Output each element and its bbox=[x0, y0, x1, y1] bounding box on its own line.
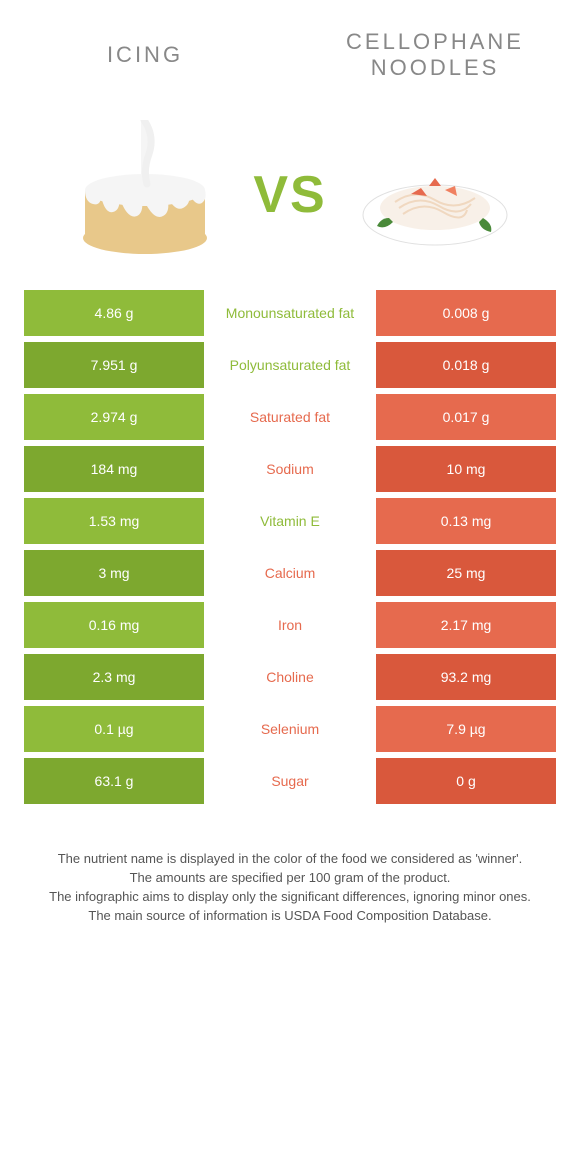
value-left: 2.3 mg bbox=[24, 654, 204, 700]
nutrient-label: Monounsaturated fat bbox=[204, 290, 376, 336]
nutrient-label: Vitamin E bbox=[204, 498, 376, 544]
image-left bbox=[45, 115, 245, 275]
images-row: VS bbox=[0, 110, 580, 280]
table-row: 184 mgSodium10 mg bbox=[24, 446, 556, 492]
value-right: 0.008 g bbox=[376, 290, 556, 336]
noodles-icon bbox=[355, 130, 515, 260]
nutrient-label: Calcium bbox=[204, 550, 376, 596]
value-right: 0 g bbox=[376, 758, 556, 804]
value-right: 7.9 µg bbox=[376, 706, 556, 752]
table-row: 1.53 mgVitamin E0.13 mg bbox=[24, 498, 556, 544]
value-left: 1.53 mg bbox=[24, 498, 204, 544]
footer-notes: The nutrient name is displayed in the co… bbox=[0, 810, 580, 925]
table-row: 4.86 gMonounsaturated fat0.008 g bbox=[24, 290, 556, 336]
table-row: 7.951 gPolyunsaturated fat0.018 g bbox=[24, 342, 556, 388]
table-row: 3 mgCalcium25 mg bbox=[24, 550, 556, 596]
footer-line: The amounts are specified per 100 gram o… bbox=[36, 869, 544, 888]
value-right: 2.17 mg bbox=[376, 602, 556, 648]
table-row: 0.16 mgIron2.17 mg bbox=[24, 602, 556, 648]
value-left: 184 mg bbox=[24, 446, 204, 492]
table-row: 63.1 gSugar0 g bbox=[24, 758, 556, 804]
value-left: 0.16 mg bbox=[24, 602, 204, 648]
comparison-table: 4.86 gMonounsaturated fat0.008 g 7.951 gP… bbox=[0, 280, 580, 804]
title-right: Cellophane Noodles bbox=[305, 29, 566, 81]
nutrient-label: Iron bbox=[204, 602, 376, 648]
table-row: 2.3 mgCholine93.2 mg bbox=[24, 654, 556, 700]
footer-line: The nutrient name is displayed in the co… bbox=[36, 850, 544, 869]
nutrient-label: Selenium bbox=[204, 706, 376, 752]
table-row: 2.974 gSaturated fat0.017 g bbox=[24, 394, 556, 440]
value-right: 93.2 mg bbox=[376, 654, 556, 700]
footer-line: The main source of information is USDA F… bbox=[36, 907, 544, 926]
value-left: 3 mg bbox=[24, 550, 204, 596]
titles-row: Icing Cellophane Noodles bbox=[0, 0, 580, 110]
vs-label: VS bbox=[253, 165, 326, 225]
value-left: 0.1 µg bbox=[24, 706, 204, 752]
nutrient-label: Saturated fat bbox=[204, 394, 376, 440]
value-right: 0.13 mg bbox=[376, 498, 556, 544]
value-left: 63.1 g bbox=[24, 758, 204, 804]
footer-line: The infographic aims to display only the… bbox=[36, 888, 544, 907]
nutrient-label: Polyunsaturated fat bbox=[204, 342, 376, 388]
value-left: 2.974 g bbox=[24, 394, 204, 440]
nutrient-label: Choline bbox=[204, 654, 376, 700]
image-right bbox=[335, 115, 535, 275]
nutrient-label: Sugar bbox=[204, 758, 376, 804]
value-left: 4.86 g bbox=[24, 290, 204, 336]
value-right: 10 mg bbox=[376, 446, 556, 492]
value-left: 7.951 g bbox=[24, 342, 204, 388]
value-right: 0.017 g bbox=[376, 394, 556, 440]
icing-cake-icon bbox=[55, 120, 235, 270]
value-right: 0.018 g bbox=[376, 342, 556, 388]
value-right: 25 mg bbox=[376, 550, 556, 596]
title-left: Icing bbox=[15, 42, 276, 68]
table-row: 0.1 µgSelenium7.9 µg bbox=[24, 706, 556, 752]
nutrient-label: Sodium bbox=[204, 446, 376, 492]
